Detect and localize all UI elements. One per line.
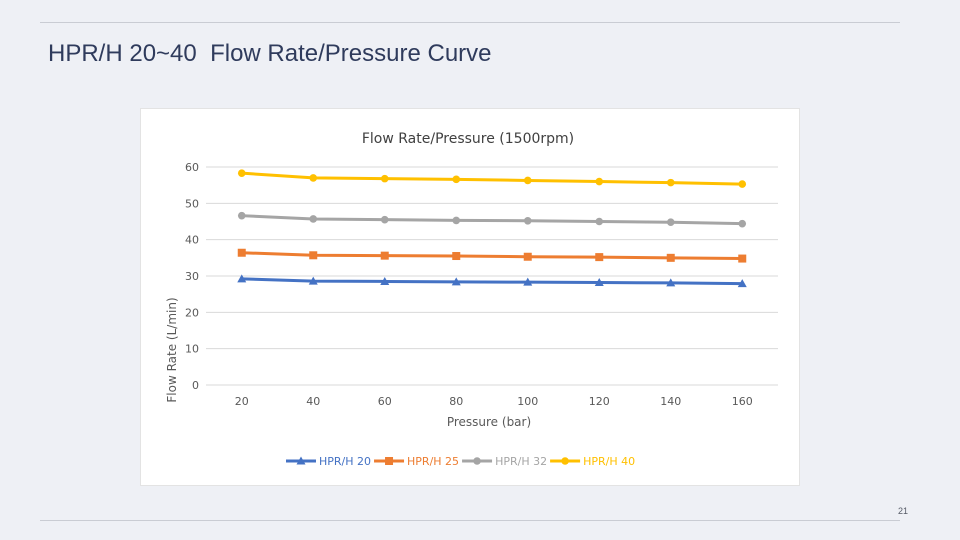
legend-marker (561, 457, 569, 465)
x-tick-label: 60 (378, 395, 392, 408)
y-tick-label: 10 (185, 343, 199, 356)
legend-label: HPR/H 25 (407, 455, 459, 468)
legend-marker (473, 457, 481, 465)
data-point (309, 174, 318, 182)
data-point (380, 276, 390, 285)
chart-title: Flow Rate/Pressure (1500rpm) (362, 131, 574, 147)
x-tick-label: 160 (732, 395, 753, 408)
data-point (738, 254, 747, 263)
data-point (523, 176, 532, 185)
series-hpr-h-40 (237, 169, 747, 188)
flow-pressure-chart: Flow Rate/Pressure (1500rpm) 0 10 20 30 40 50… (140, 108, 800, 486)
data-point (595, 177, 604, 186)
data-point (666, 178, 675, 187)
data-point (452, 252, 461, 261)
legend-marker (296, 456, 306, 465)
series-hpr-h-25 (237, 248, 747, 263)
data-point (237, 211, 246, 220)
legend-item: HPR/H 25 (374, 455, 459, 468)
data-point (451, 277, 461, 286)
data-point (309, 215, 318, 223)
legend-item: HPR/H 40 (550, 455, 635, 468)
x-tick-label: 100 (517, 395, 538, 408)
data-point (380, 215, 389, 224)
data-point (380, 251, 389, 260)
chart-legend: HPR/H 20 HPR/H 25 HPR/H 32 HPR/H 40 (286, 455, 635, 468)
data-point (523, 216, 532, 225)
data-point (380, 174, 389, 183)
data-point (737, 279, 747, 288)
data-point (237, 274, 247, 283)
series-hpr-h-32 (237, 211, 747, 228)
series-line-hpr-h-25 (241, 251, 743, 261)
chart-gridlines (206, 166, 778, 386)
data-point (666, 278, 676, 287)
y-tick-label: 20 (185, 306, 199, 319)
data-point (237, 169, 246, 177)
y-tick-label: 60 (185, 161, 199, 174)
y-tick-label: 0 (192, 379, 199, 392)
x-axis-label: Pressure (bar) (447, 415, 531, 429)
y-axis-label: Flow Rate (L/min) (165, 297, 179, 402)
x-tick-label: 40 (306, 395, 320, 408)
data-point (452, 175, 461, 184)
y-axis-ticks: 0 10 20 30 40 50 60 (185, 161, 199, 392)
legend-label: HPR/H 32 (495, 455, 547, 468)
data-point (595, 253, 604, 262)
data-point (237, 248, 246, 257)
bottom-divider (40, 520, 900, 521)
chart-series (237, 169, 747, 288)
data-point (523, 277, 533, 286)
x-tick-label: 140 (660, 395, 681, 408)
data-point (523, 252, 532, 261)
data-point (594, 278, 604, 287)
data-point (738, 180, 747, 188)
data-point (666, 253, 675, 262)
data-point (309, 251, 318, 260)
data-point (308, 276, 318, 285)
series-line-hpr-h-20 (241, 277, 743, 286)
data-point (452, 216, 461, 225)
legend-item: HPR/H 32 (462, 455, 547, 468)
data-point (666, 218, 675, 227)
y-tick-label: 50 (185, 197, 199, 210)
y-tick-label: 30 (185, 270, 199, 283)
legend-label: HPR/H 20 (319, 455, 371, 468)
series-line-hpr-h-40 (241, 171, 743, 186)
legend-marker (385, 457, 394, 465)
data-point (595, 217, 604, 226)
data-point (738, 219, 747, 228)
series-line-hpr-h-32 (241, 214, 743, 226)
slide-title: HPR/H 20~40 Flow Rate/Pressure Curve (48, 40, 492, 67)
top-divider (40, 22, 900, 23)
x-axis-ticks: 20 40 60 80 100 120 140 160 (235, 395, 753, 408)
chart-panel: Flow Rate/Pressure (1500rpm) 0 10 20 30 40 50… (140, 108, 800, 486)
x-tick-label: 120 (589, 395, 610, 408)
series-hpr-h-20 (237, 274, 747, 288)
legend-item: HPR/H 20 (286, 455, 371, 468)
page-number: 21 (897, 506, 908, 516)
y-tick-label: 40 (185, 234, 199, 247)
x-tick-label: 80 (449, 395, 463, 408)
x-tick-label: 20 (235, 395, 249, 408)
legend-label: HPR/H 40 (583, 455, 635, 468)
